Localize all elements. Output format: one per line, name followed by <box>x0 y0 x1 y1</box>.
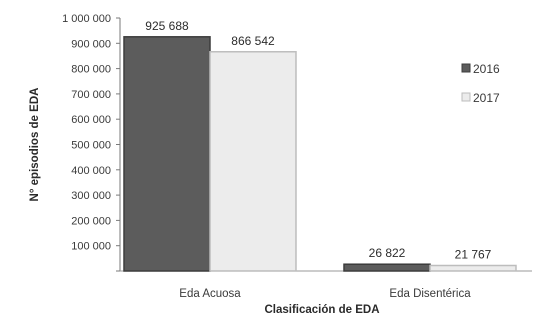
legend-label-2016: 2016 <box>473 62 500 76</box>
bar-2016-0 <box>123 36 211 272</box>
x-axis-title: Clasificación de EDA <box>264 304 379 316</box>
y-tick-label: 1 000 000 <box>62 13 111 25</box>
y-tick-label: 800 000 <box>71 64 111 76</box>
y-tick-label: 600 000 <box>71 114 111 126</box>
legend-label-2017: 2017 <box>473 91 500 105</box>
y-tick-label: 300 000 <box>71 190 111 202</box>
data-label: 26 822 <box>369 246 406 260</box>
category-label: Eda Acuosa <box>179 288 241 300</box>
data-label: 925 688 <box>145 19 189 33</box>
legend-swatch-2016 <box>461 63 471 73</box>
y-tick-label: 100 000 <box>71 241 111 253</box>
legend-swatch-2017 <box>461 92 471 102</box>
bar-2016-1 <box>343 263 431 272</box>
y-tick-label: 200 000 <box>71 215 111 227</box>
bar-2017-0 <box>209 51 297 272</box>
y-tick-label: 400 000 <box>71 165 111 177</box>
y-axis-title: N° episodios de EDA <box>29 88 41 202</box>
category-label: Eda Disentérica <box>389 288 471 300</box>
bar-2017-1 <box>429 264 517 272</box>
data-label: 866 542 <box>231 34 275 48</box>
y-tick-label: 900 000 <box>71 38 111 50</box>
y-tick-label: 700 000 <box>71 89 111 101</box>
data-label: 21 767 <box>455 247 492 261</box>
y-tick-label: 500 000 <box>71 140 111 152</box>
